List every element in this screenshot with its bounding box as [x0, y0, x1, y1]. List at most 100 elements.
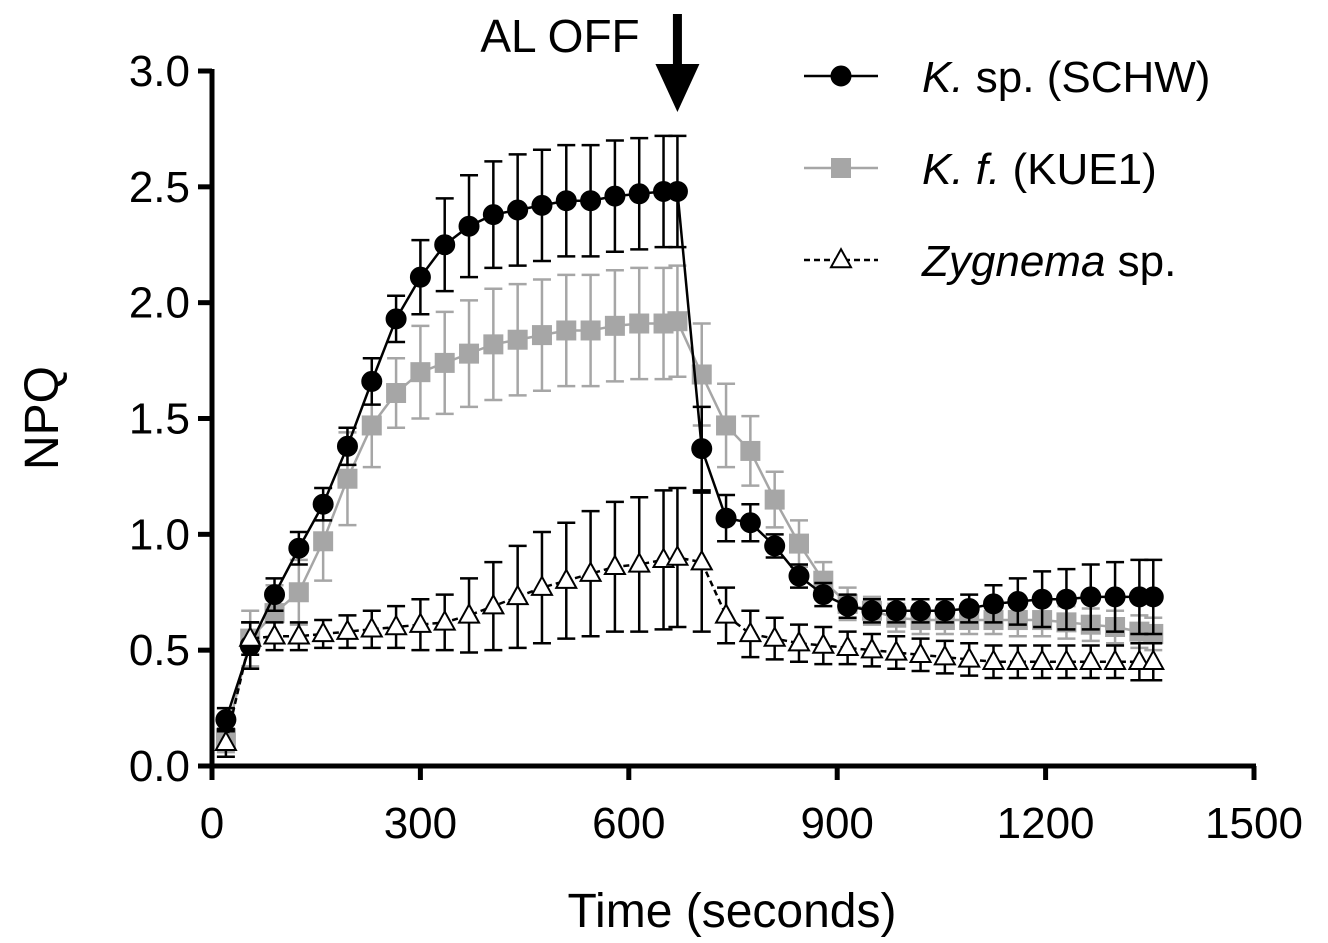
data-point	[1127, 648, 1152, 670]
data-point	[739, 512, 761, 534]
data-point	[1079, 648, 1103, 670]
data-point	[336, 435, 358, 457]
data-point	[604, 315, 625, 336]
legend-label-rest: sp.	[1105, 237, 1176, 286]
data-point	[715, 507, 737, 529]
data-point	[554, 567, 578, 589]
data-point	[530, 574, 554, 596]
data-point	[434, 352, 455, 373]
data-point	[983, 593, 1004, 615]
data-point	[556, 320, 577, 341]
data-point	[312, 493, 334, 515]
data-point	[933, 644, 957, 666]
data-point	[981, 648, 1006, 670]
legend-item-2: K. f. (KUE1)	[804, 145, 1157, 194]
data-point	[861, 600, 883, 622]
data-point	[740, 440, 761, 461]
y-tick-label: 0.0	[129, 742, 190, 791]
y-tick-label: 0.5	[129, 626, 190, 675]
data-point	[764, 489, 785, 510]
data-point	[507, 329, 528, 350]
al-off-label: AL OFF	[480, 10, 639, 62]
data-point	[434, 234, 456, 256]
axes: 0.0 0.5 1.0 1.5 2.0 2.5 3.0 0 300 600 900 1200 1500	[129, 47, 1303, 848]
data-point	[603, 553, 627, 575]
data-point	[531, 325, 552, 346]
legend-label: K. f. (KUE1)	[922, 145, 1157, 194]
data-point	[264, 603, 285, 624]
x-tick-label: 600	[592, 799, 665, 848]
data-point	[885, 600, 907, 622]
data-point	[287, 623, 311, 645]
data-point	[288, 537, 310, 559]
data-point	[238, 625, 262, 647]
series-line	[224, 319, 1154, 739]
data-point	[386, 383, 407, 404]
data-point	[604, 185, 626, 207]
data-point	[459, 343, 480, 364]
data-point	[665, 544, 690, 566]
x-tick-label: 1500	[1205, 799, 1303, 848]
data-point	[1030, 648, 1054, 670]
data-point	[507, 199, 529, 221]
data-point	[531, 194, 553, 216]
legend-label: K. sp. (SCHW)	[922, 53, 1210, 102]
data-point	[483, 334, 504, 355]
data-point	[957, 646, 981, 668]
data-point	[835, 634, 860, 657]
data-point	[1054, 648, 1079, 670]
legend-label-italic: Zygnema	[921, 237, 1105, 286]
data-point	[264, 584, 286, 606]
legend-marker	[830, 65, 852, 87]
y-tick-label: 2.5	[129, 163, 190, 212]
data-point	[627, 551, 651, 573]
series-3	[214, 486, 1165, 758]
legend-label-rest: (KUE1)	[1000, 145, 1156, 194]
legend-label-italic: K.	[922, 53, 964, 102]
data-point	[691, 364, 712, 385]
x-tick-label: 300	[384, 799, 457, 848]
data-point	[1080, 586, 1102, 608]
data-point	[311, 621, 335, 643]
data-point	[667, 311, 688, 332]
legend-marker	[829, 247, 853, 269]
legend-label: Zygnema sp.	[921, 237, 1176, 286]
data-point	[837, 595, 859, 617]
data-point	[384, 614, 408, 636]
data-point	[482, 204, 504, 226]
x-tick-label: 0	[200, 799, 224, 848]
data-point	[214, 729, 238, 752]
data-point	[409, 266, 431, 288]
data-point	[1142, 586, 1164, 608]
data-point	[1141, 648, 1165, 670]
legend-item-1: K. sp. (SCHW)	[804, 53, 1210, 102]
data-point	[788, 533, 809, 554]
data-point	[1103, 648, 1127, 670]
data-point	[385, 308, 407, 330]
data-point	[690, 549, 714, 571]
data-point	[860, 637, 884, 659]
data-point	[580, 190, 602, 212]
data-point	[408, 611, 433, 633]
data-point	[580, 320, 601, 341]
data-point	[629, 313, 650, 334]
data-point	[1055, 588, 1077, 610]
data-point	[910, 600, 932, 622]
data-point	[433, 609, 457, 631]
data-point	[1104, 586, 1126, 608]
data-point	[262, 623, 287, 645]
y-tick-label: 1.5	[129, 395, 190, 444]
data-point	[764, 535, 786, 557]
down-arrow-icon	[655, 14, 700, 112]
data-point	[628, 183, 650, 205]
data-point	[738, 621, 763, 643]
data-point	[335, 618, 360, 640]
y-tick-label: 1.0	[129, 510, 190, 559]
data-point	[908, 641, 933, 663]
y-axis-title: NPQ	[16, 366, 69, 470]
data-point	[714, 602, 738, 624]
data-point	[787, 630, 811, 652]
x-tick-label: 1200	[997, 799, 1095, 848]
data-point	[288, 582, 309, 603]
